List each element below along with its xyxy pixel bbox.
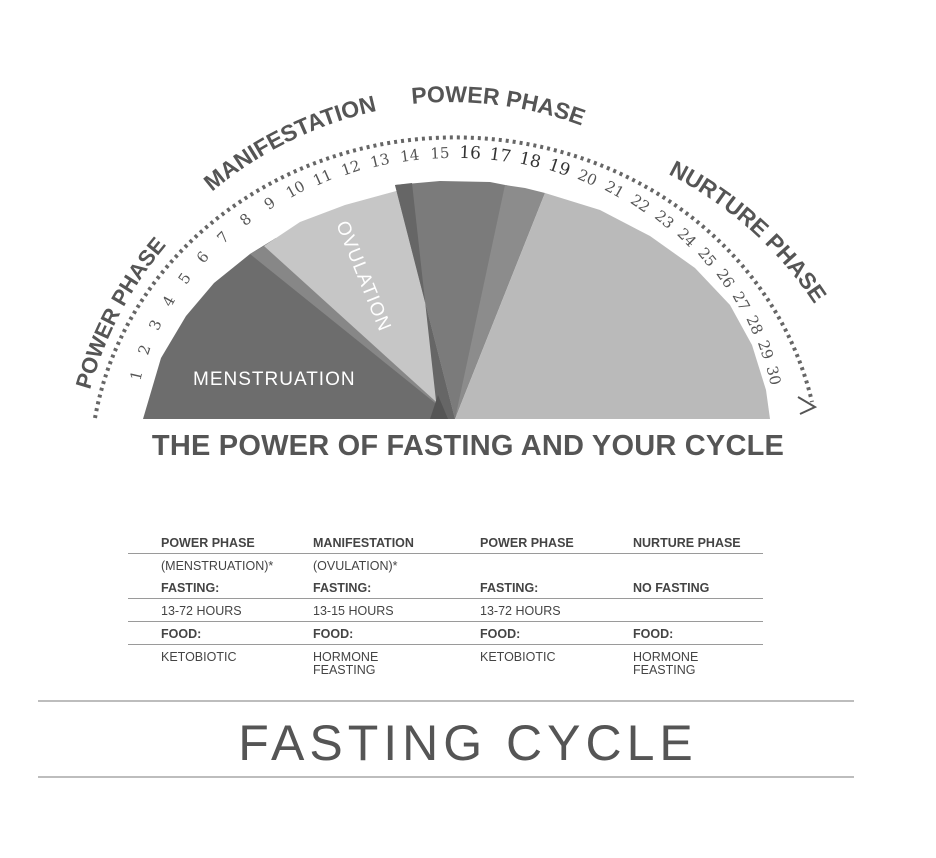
wedge-center-shadow	[430, 395, 448, 419]
footer-title: FASTING CYCLE	[238, 715, 698, 771]
day-number: 7	[214, 228, 233, 247]
col2-food-value: HORMONE FEASTING	[313, 650, 379, 677]
table-header-day-11-15: DAY 11-15	[324, 489, 409, 508]
day-number: 25	[694, 244, 720, 270]
wedge-nurture	[455, 193, 770, 419]
col1-fasting-label: FASTING:	[161, 581, 220, 595]
day-number: 10	[283, 177, 308, 202]
day-number: 20	[575, 166, 600, 190]
day-number: 16	[459, 143, 482, 164]
day-number: 12	[339, 156, 363, 179]
table-rule	[128, 644, 763, 645]
col3-fasting-label: FASTING:	[480, 581, 539, 595]
col2-fasting-label: FASTING:	[313, 581, 372, 595]
table-header-day-20-bleed: DAY 20-BLEED	[622, 489, 747, 508]
wedge-menstruation	[143, 238, 455, 419]
day-number: 21	[602, 177, 627, 202]
day-number: 4	[159, 293, 179, 310]
day-number: 13	[369, 150, 392, 172]
day-number: 3	[145, 317, 165, 333]
footer-rule-bottom	[38, 776, 854, 778]
day-number: 17	[488, 144, 512, 167]
table-header-day-16-19: DAY 16-19	[483, 489, 568, 508]
day-number: 29	[754, 338, 777, 362]
footer-rule-top	[38, 700, 854, 702]
table-rule	[128, 598, 763, 599]
col3-food-value: KETOBIOTIC	[480, 650, 556, 664]
day-number: 14	[399, 146, 420, 166]
col1-sub: (MENSTRUATION)*	[161, 559, 274, 573]
day-number: 1	[127, 369, 147, 382]
cycle-diagram: POWER PHASE MANIFESTATION POWER PHASE NU…	[71, 81, 832, 419]
day-number: 30	[763, 364, 785, 387]
col1-food-label: FOOD:	[161, 627, 202, 641]
col3-food-label: FOOD:	[480, 627, 521, 641]
table-rule	[128, 621, 763, 622]
col2-food-label: FOOD:	[313, 627, 354, 641]
page-title: THE POWER OF FASTING AND YOUR CYCLE	[151, 430, 785, 462]
label-power-phase-top: POWER PHASE	[410, 81, 588, 130]
col4-food-label: FOOD:	[633, 627, 674, 641]
day-number: 28	[743, 313, 767, 338]
day-number: 15	[430, 144, 450, 163]
day-number: 11	[310, 166, 335, 190]
day-number: 24	[674, 224, 700, 250]
table-rule	[128, 553, 763, 554]
day-number: 22	[627, 191, 653, 217]
col1-food-value: KETOBIOTIC	[161, 650, 237, 664]
arrow-head-icon	[797, 396, 818, 415]
day-number: 23	[651, 207, 677, 233]
wedge-ovulation	[264, 185, 455, 419]
day-number: 2	[135, 342, 155, 357]
day-number: 5	[175, 269, 195, 287]
day-number: 19	[546, 155, 573, 181]
col3-fasting-value: 13-72 HOURS	[480, 604, 561, 618]
day-number: 6	[193, 248, 213, 267]
col4-food-value: HORMONE FEASTING	[633, 650, 699, 677]
col2-fasting-value: 13-15 HOURS	[313, 604, 394, 618]
wedges	[143, 181, 770, 419]
wedge-power-right-band	[455, 185, 545, 419]
col3-phase: POWER PHASE	[480, 536, 574, 550]
day-number: 9	[261, 193, 279, 213]
label-menstruation: MENSTRUATION	[193, 369, 356, 390]
col2-sub: (OVULATION)*	[313, 559, 398, 573]
col4-phase: NURTURE PHASE	[633, 536, 741, 550]
day-number: 18	[517, 148, 543, 172]
wedge-power-dark-band	[395, 183, 455, 419]
label-manifestation: MANIFESTATION	[199, 90, 379, 195]
col4-fasting-label: NO FASTING	[633, 581, 710, 595]
col1-phase: POWER PHASE	[161, 536, 255, 550]
col1-fasting-value: 13-72 HOURS	[161, 604, 242, 618]
day-number: 26	[713, 266, 739, 292]
label-power-phase-left: POWER PHASE	[71, 232, 171, 391]
table-header-day-1-10: DAY 1-10	[169, 489, 246, 508]
wedge-menstruation-edge	[250, 238, 455, 419]
day-number: 8	[236, 210, 255, 230]
cycle-arc-arrow	[93, 135, 814, 419]
col2-phase: MANIFESTATION	[313, 536, 414, 550]
